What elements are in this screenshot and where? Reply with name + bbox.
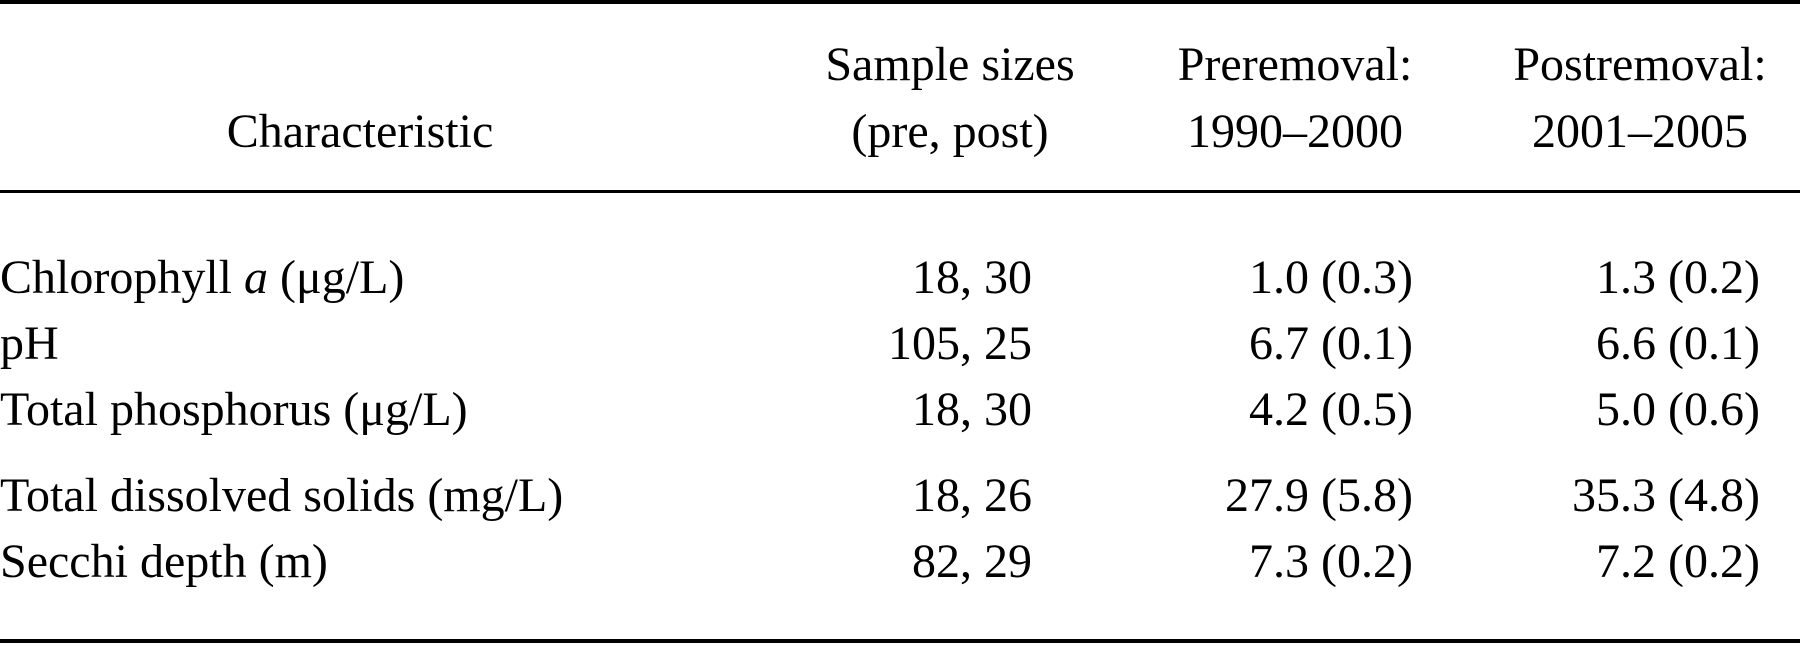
row-total-dissolved-solids-label: Total dissolved solids (mg/L) [0, 469, 564, 522]
row-total-dissolved-solids-postremoval: 35.3 (4.8) [1572, 469, 1760, 522]
row-secchi-depth-sample-sizes: 82, 29 [912, 535, 1032, 588]
header-preremoval-line1: Preremoval: [1177, 38, 1413, 91]
row-total-dissolved-solids-preremoval: 27.9 (5.8) [1225, 469, 1413, 522]
header-characteristic: Characteristic [226, 105, 494, 158]
row-total-phosphorus-sample-sizes: 18, 30 [912, 383, 1032, 436]
row-total-dissolved-solids-sample-sizes: 18, 26 [912, 469, 1032, 522]
row-total-phosphorus-preremoval: 4.2 (0.5) [1249, 383, 1413, 436]
header-preremoval-line2: 1990–2000 [1187, 105, 1403, 158]
row-secchi-depth-label: Secchi depth (m) [0, 535, 328, 588]
header-sample-sizes-line1: Sample sizes [825, 38, 1075, 91]
bottom-rule [0, 639, 1800, 643]
row-chlorophyll-sample-sizes: 18, 30 [912, 251, 1032, 304]
header-rule [0, 190, 1800, 193]
row-secchi-depth-preremoval: 7.3 (0.2) [1249, 535, 1413, 588]
row-label-italic: a [244, 251, 269, 304]
row-secchi-depth-postremoval: 7.2 (0.2) [1596, 535, 1760, 588]
row-label-text: Chlorophyll [0, 251, 245, 304]
row-ph-sample-sizes: 105, 25 [888, 317, 1032, 370]
header-postremoval-line2: 2001–2005 [1532, 105, 1748, 158]
row-ph-label: pH [0, 317, 59, 370]
top-rule [0, 0, 1800, 4]
row-ph-preremoval: 6.7 (0.1) [1249, 317, 1413, 370]
row-total-phosphorus-label: Total phosphorus (μg/L) [0, 383, 468, 436]
row-chlorophyll-label: Chlorophyll a (μg/L) [0, 249, 404, 307]
row-ph-postremoval: 6.6 (0.1) [1596, 317, 1760, 370]
row-chlorophyll-postremoval: 1.3 (0.2) [1596, 251, 1760, 304]
header-postremoval-line1: Postremoval: [1513, 38, 1767, 91]
row-chlorophyll-preremoval: 1.0 (0.3) [1249, 251, 1413, 304]
row-total-phosphorus-postremoval: 5.0 (0.6) [1596, 383, 1760, 436]
row-label-unit: (μg/L) [268, 251, 405, 304]
header-sample-sizes-line2: (pre, post) [851, 105, 1049, 158]
